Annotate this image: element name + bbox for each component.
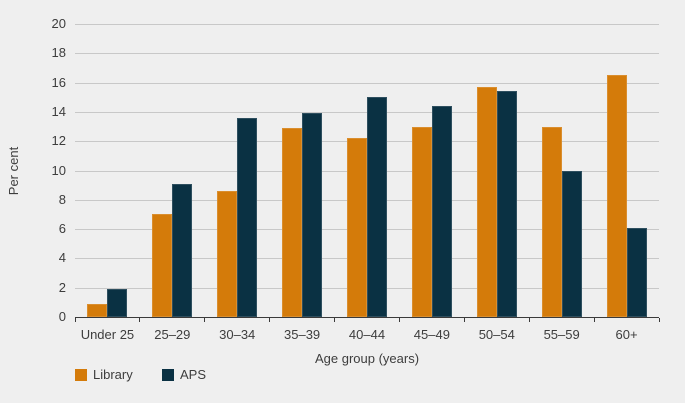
y-tick-label-4: 4 (58, 250, 66, 266)
x-axis-tick (658, 318, 660, 322)
y-tick-label-20: 20 (51, 16, 66, 31)
bar-aps-50–54 (496, 91, 517, 317)
x-axis-tick (269, 318, 271, 322)
bar-library-50–54 (476, 87, 497, 317)
library-series-swatch (75, 369, 87, 381)
bar-library-60+ (606, 75, 627, 317)
bar-aps-35–39 (302, 113, 323, 317)
x-axis-tick (334, 318, 336, 322)
x-tick-label-45–49: 45–49 (413, 327, 450, 342)
x-axis-tick (398, 318, 400, 322)
x-axis-tick (139, 318, 141, 322)
x-tick-label-55–59: 55–59 (543, 327, 580, 342)
x-tick-label-under-25: Under 25 (80, 327, 135, 342)
bar-library-55–59 (541, 126, 562, 317)
x-axis-tick (74, 318, 76, 322)
y-tick-label-2: 2 (58, 279, 66, 295)
x-tick-label-25–29: 25–29 (154, 327, 191, 342)
bar-aps-45–49 (431, 106, 452, 317)
bar-library-35–39 (282, 128, 303, 317)
legend-label-library: Library (93, 367, 133, 382)
bar-aps-55–59 (561, 170, 582, 317)
gridline-16 (75, 82, 659, 84)
y-tick-label-14: 14 (51, 103, 66, 119)
legend-item-aps: APS (162, 367, 206, 383)
gridline-20 (75, 24, 659, 25)
y-tick-label-18: 18 (51, 45, 66, 61)
x-axis-tick (463, 318, 465, 322)
bar-library-25–29 (152, 214, 173, 317)
y-tick-label-6: 6 (58, 221, 66, 237)
bar-library-45–49 (411, 126, 432, 317)
x-axis-title: Age group (years) (314, 351, 420, 366)
x-tick-label-50–54: 50–54 (478, 327, 515, 342)
gridline-18 (75, 53, 659, 55)
y-tick-label-0: 0 (58, 309, 66, 324)
bar-aps-30–34 (237, 117, 258, 317)
y-tick-label-12: 12 (51, 133, 66, 149)
legend-item-library: Library (75, 367, 133, 383)
y-tick-label-8: 8 (58, 191, 66, 207)
aps-series-swatch (162, 369, 174, 381)
x-tick-label-30–34: 30–34 (219, 327, 256, 342)
bar-library-under-25 (87, 303, 108, 317)
bar-library-30–34 (217, 191, 238, 317)
x-axis-tick (528, 318, 530, 322)
x-tick-label-35–39: 35–39 (284, 327, 321, 342)
x-axis-tick (593, 318, 595, 322)
legend-label-aps: APS (180, 367, 207, 382)
bar-library-40–44 (347, 138, 367, 317)
x-tick-label-60+: 60+ (615, 327, 638, 342)
plot-area (74, 24, 660, 322)
bar-aps-60+ (626, 227, 647, 317)
bar-aps-40–44 (367, 97, 387, 317)
x-axis-tick-labels: Under 25 25–29 30–34 35–39 40–44 45–49 50–54 55… (0, 327, 685, 343)
y-tick-label-10: 10 (51, 162, 66, 178)
bar-aps-under-25 (107, 289, 128, 317)
x-axis-tick (204, 318, 206, 322)
x-tick-label-40–44: 40–44 (348, 327, 386, 342)
bar-aps-25–29 (172, 183, 193, 317)
y-tick-label-16: 16 (51, 74, 66, 90)
